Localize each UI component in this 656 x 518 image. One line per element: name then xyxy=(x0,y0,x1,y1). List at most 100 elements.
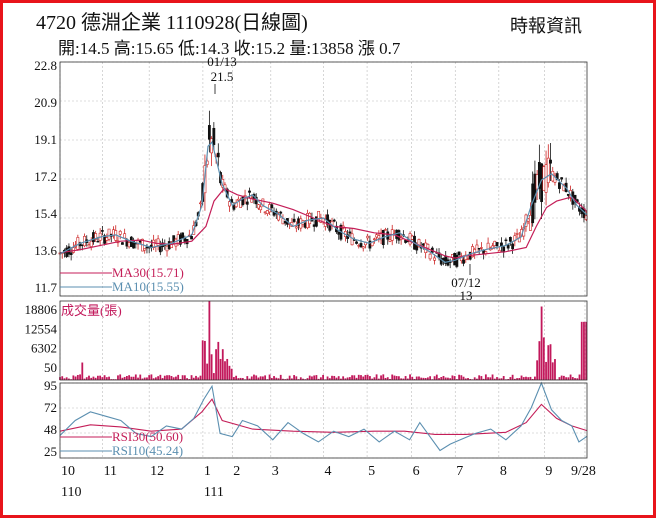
volume-bar xyxy=(290,378,293,380)
page-title: 4720 德淵企業 1110928(日線圖) xyxy=(36,12,308,34)
volume-bar xyxy=(123,376,126,380)
candle-body xyxy=(372,238,376,240)
volume-bar xyxy=(567,377,570,380)
candle-body xyxy=(172,235,176,243)
volume-bar xyxy=(322,374,324,380)
candle-body xyxy=(337,231,341,235)
candle-body xyxy=(107,228,111,240)
volume-bar xyxy=(150,374,153,380)
volume-bar xyxy=(319,377,322,380)
candle-body xyxy=(375,234,379,238)
volume-bar xyxy=(139,374,142,380)
candle-body xyxy=(477,248,481,250)
candle-body xyxy=(415,245,419,251)
volume-bar xyxy=(72,375,75,380)
volume-bar xyxy=(97,375,99,380)
volume-bar xyxy=(168,375,171,380)
legend-label: RSI10(45.24) xyxy=(112,443,183,458)
volume-bar xyxy=(163,375,166,380)
volume-bar xyxy=(141,378,144,380)
volume-bar xyxy=(565,377,568,380)
volume-bar xyxy=(377,378,380,380)
volume-bar xyxy=(175,376,177,380)
candle-body xyxy=(493,240,497,246)
volume-bar xyxy=(344,378,347,380)
volume-bar xyxy=(317,378,320,380)
candle-body xyxy=(457,251,461,256)
candle-body xyxy=(83,236,86,247)
volume-bar xyxy=(279,374,282,380)
candle-body xyxy=(361,246,365,249)
volume-bar xyxy=(400,378,403,380)
volume-bar xyxy=(235,375,238,380)
volume-bar xyxy=(306,378,309,380)
candle-body xyxy=(558,182,561,189)
candle-body xyxy=(174,238,178,247)
volume-bar xyxy=(170,375,173,380)
candle-body xyxy=(89,240,93,247)
candle-body xyxy=(257,204,260,209)
volume-bar xyxy=(204,340,206,380)
volume-bar xyxy=(413,378,416,380)
volume-bar xyxy=(418,376,420,380)
rsi-tick-label: 72 xyxy=(44,400,57,415)
high-date-label: 01/13 xyxy=(207,54,237,69)
candle-body xyxy=(259,206,263,211)
candle-body xyxy=(332,219,336,222)
volume-bar xyxy=(509,377,512,380)
candle-body xyxy=(317,211,321,223)
volume-bar xyxy=(230,368,233,380)
volume-bar xyxy=(518,377,521,380)
price-tick-label: 17.2 xyxy=(34,169,57,184)
volume-bar xyxy=(360,375,362,380)
candle-body xyxy=(308,212,312,225)
x-tick-label: 11 xyxy=(104,464,117,479)
candle-body xyxy=(479,247,483,249)
candle-body xyxy=(348,231,352,234)
candle-body xyxy=(357,245,361,247)
volume-bar xyxy=(545,361,547,380)
volume-bar xyxy=(366,374,369,380)
axis-ticks: 22.820.919.117.215.413.611.7188061255463… xyxy=(25,58,596,500)
x-tick-year: 110 xyxy=(61,485,81,500)
high-value-label: 21.5 xyxy=(211,69,234,84)
volume-bar xyxy=(406,378,409,380)
volume-bar xyxy=(237,378,240,380)
candle-body xyxy=(535,174,539,190)
candle-body xyxy=(127,242,131,248)
volume-bar xyxy=(451,375,454,380)
volume-bar xyxy=(355,377,358,380)
volume-title: 成交量(張) xyxy=(61,303,122,318)
volume-bar xyxy=(128,375,131,380)
volume-bar xyxy=(531,378,534,380)
volume-bar xyxy=(351,375,353,380)
ma10-line xyxy=(59,140,588,263)
candle-body xyxy=(506,244,510,249)
candle-body xyxy=(167,241,171,250)
volume-bar xyxy=(357,374,360,380)
candle-body xyxy=(377,235,381,239)
volume-bar xyxy=(500,378,503,380)
price-tick-label: 20.9 xyxy=(34,95,57,110)
volume-bar xyxy=(464,378,467,380)
volume-bar xyxy=(540,306,543,380)
x-tick-label: 4 xyxy=(325,464,332,479)
candle-body xyxy=(546,157,550,184)
candle-body xyxy=(76,237,80,250)
volume-bar xyxy=(473,377,476,380)
candle-body xyxy=(143,248,147,251)
x-tick-label: 10 xyxy=(61,464,75,479)
candle-body xyxy=(303,222,307,228)
candle-body xyxy=(145,246,149,249)
volume-bar xyxy=(422,377,425,380)
volume-bar xyxy=(201,340,204,380)
candle-body xyxy=(158,246,162,253)
candle-body xyxy=(515,233,519,235)
volume-bar xyxy=(273,376,275,380)
volume-bar xyxy=(183,375,186,380)
candle-body xyxy=(216,152,220,158)
candle-body xyxy=(190,236,193,240)
volume-bar xyxy=(299,377,302,380)
moving-average-lines xyxy=(59,140,588,263)
volume-bar xyxy=(480,376,483,380)
